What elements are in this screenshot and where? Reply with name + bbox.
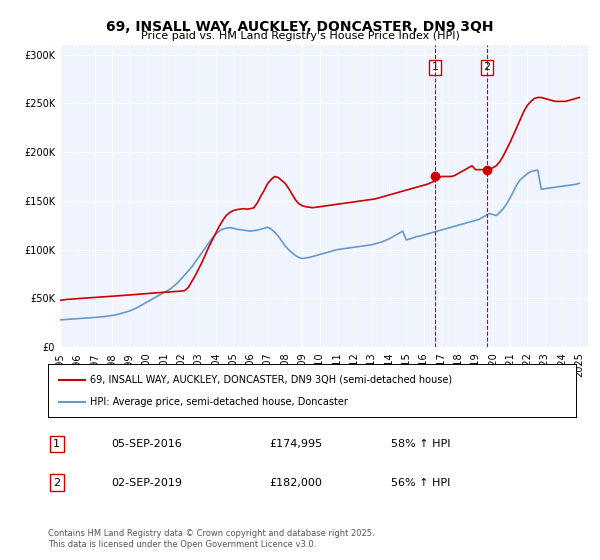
Text: Contains HM Land Registry data © Crown copyright and database right 2025.
This d: Contains HM Land Registry data © Crown c…	[48, 529, 374, 549]
Text: 69, INSALL WAY, AUCKLEY, DONCASTER, DN9 3QH (semi-detached house): 69, INSALL WAY, AUCKLEY, DONCASTER, DN9 …	[90, 375, 452, 385]
Text: 1: 1	[53, 439, 60, 449]
Text: 05-SEP-2016: 05-SEP-2016	[112, 439, 182, 449]
Text: £182,000: £182,000	[270, 478, 323, 488]
Text: 2: 2	[53, 478, 61, 488]
Text: 1: 1	[431, 62, 439, 72]
Text: 56% ↑ HPI: 56% ↑ HPI	[391, 478, 451, 488]
Text: 58% ↑ HPI: 58% ↑ HPI	[391, 439, 451, 449]
Text: Price paid vs. HM Land Registry's House Price Index (HPI): Price paid vs. HM Land Registry's House …	[140, 31, 460, 41]
Text: 02-SEP-2019: 02-SEP-2019	[112, 478, 182, 488]
Text: 2: 2	[484, 62, 491, 72]
Text: HPI: Average price, semi-detached house, Doncaster: HPI: Average price, semi-detached house,…	[90, 397, 348, 407]
Text: £174,995: £174,995	[270, 439, 323, 449]
Text: 69, INSALL WAY, AUCKLEY, DONCASTER, DN9 3QH: 69, INSALL WAY, AUCKLEY, DONCASTER, DN9 …	[106, 20, 494, 34]
